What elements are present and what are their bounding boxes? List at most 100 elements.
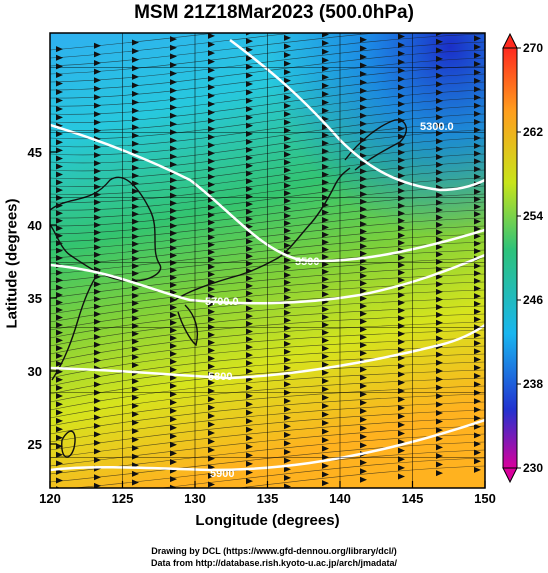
wind-arrow bbox=[208, 316, 215, 323]
wind-arrow bbox=[284, 220, 291, 227]
wind-arrow bbox=[284, 356, 291, 363]
wind-arrow bbox=[208, 324, 215, 331]
wind-arrow bbox=[436, 22, 443, 28]
wind-arrow bbox=[56, 277, 63, 284]
map-figure: 5300.0 5500 5700.0 5800 5900 120 125 130 135… bbox=[28, 22, 543, 506]
wind-arrow bbox=[474, 285, 481, 292]
wind-arrow bbox=[398, 354, 405, 361]
wind-arrow bbox=[94, 251, 101, 258]
streamline bbox=[50, 377, 485, 419]
wind-arrow bbox=[398, 165, 405, 172]
wind-arrow bbox=[474, 27, 481, 33]
wind-arrow bbox=[246, 216, 253, 223]
streamline bbox=[50, 233, 485, 275]
wind-arrow bbox=[284, 272, 291, 279]
wind-arrow bbox=[398, 299, 405, 306]
wind-arrow bbox=[132, 394, 139, 401]
wind-arrow bbox=[360, 287, 367, 294]
wind-arrow bbox=[322, 224, 329, 231]
wind-arrow bbox=[246, 162, 253, 169]
contour-label: 5500 bbox=[295, 256, 319, 268]
wind-arrow bbox=[208, 421, 215, 428]
wind-arrow bbox=[246, 469, 253, 476]
streamline bbox=[50, 329, 485, 371]
streamline bbox=[50, 97, 485, 140]
wind-arrow bbox=[56, 114, 63, 121]
wind-arrow bbox=[94, 221, 101, 228]
wind-arrow bbox=[360, 334, 367, 341]
wind-arrow bbox=[246, 290, 253, 297]
wind-arrow bbox=[284, 167, 291, 174]
wind-arrow bbox=[284, 197, 291, 204]
wind-arrow bbox=[246, 275, 253, 282]
wind-arrow bbox=[436, 273, 443, 280]
wind-arrow bbox=[436, 327, 443, 334]
wind-arrow bbox=[322, 163, 329, 170]
wind-arrow bbox=[474, 262, 481, 269]
wind-arrow bbox=[208, 92, 215, 99]
wind-arrow bbox=[208, 429, 215, 436]
wind-arrow bbox=[94, 176, 101, 183]
lat-lon-grid bbox=[50, 33, 485, 488]
wind-arrow bbox=[474, 277, 481, 284]
wind-arrow bbox=[208, 189, 215, 196]
wind-arrow bbox=[170, 192, 177, 199]
wind-arrow bbox=[170, 121, 177, 128]
wind-arrow bbox=[398, 42, 405, 49]
wind-arrow bbox=[360, 350, 367, 357]
wind-arrow bbox=[360, 433, 367, 440]
wind-arrow bbox=[170, 476, 177, 483]
wind-arrow bbox=[398, 262, 405, 269]
wind-arrow bbox=[398, 439, 405, 446]
streamline bbox=[50, 393, 485, 435]
wind-arrow bbox=[398, 225, 405, 232]
wind-arrow bbox=[132, 428, 139, 435]
wind-arrow bbox=[436, 214, 443, 221]
wind-arrow bbox=[436, 401, 443, 408]
wind-arrow bbox=[474, 94, 481, 101]
wind-arrow bbox=[284, 264, 291, 271]
wind-arrow bbox=[170, 424, 177, 431]
wind-arrow bbox=[170, 484, 177, 488]
wind-arrow bbox=[284, 294, 291, 301]
wind-arrow bbox=[94, 334, 101, 341]
wind-arrow bbox=[246, 313, 253, 320]
wind-arrow bbox=[436, 470, 443, 477]
wind-arrow bbox=[322, 124, 329, 131]
wind-arrow bbox=[208, 117, 215, 124]
wind-arrow bbox=[284, 348, 291, 355]
wind-arrow bbox=[322, 471, 329, 478]
credit-drawing: Drawing by DCL (https://www.gfd-dennou.o… bbox=[151, 546, 397, 556]
wind-arrow bbox=[322, 132, 329, 139]
wind-arrow bbox=[56, 451, 63, 458]
wind-arrow bbox=[398, 404, 405, 411]
wind-arrow bbox=[436, 106, 443, 113]
wind-arrow bbox=[284, 151, 291, 158]
wind-arrow bbox=[436, 221, 443, 228]
wind-arrow bbox=[284, 397, 291, 404]
wind-arrow bbox=[360, 272, 367, 279]
wind-arrow bbox=[398, 195, 405, 202]
wind-arrow bbox=[56, 147, 63, 154]
colorbar-tick-label: 262 bbox=[523, 125, 543, 139]
wind-arrow bbox=[246, 63, 253, 70]
wind-arrow bbox=[170, 416, 177, 423]
wind-arrow bbox=[94, 303, 101, 310]
wind-arrow bbox=[170, 112, 177, 119]
wind-arrow bbox=[246, 97, 253, 104]
wind-arrow bbox=[284, 381, 291, 388]
wind-arrow bbox=[474, 332, 481, 339]
wind-arrow bbox=[170, 304, 177, 311]
wind-arrow bbox=[170, 366, 177, 373]
wind-arrow bbox=[398, 125, 405, 132]
wind-arrow bbox=[360, 326, 367, 333]
wind-arrow bbox=[170, 335, 177, 342]
wind-arrow bbox=[246, 114, 253, 121]
wind-arrow bbox=[322, 171, 329, 178]
wind-arrow bbox=[132, 354, 139, 361]
wind-arrow bbox=[398, 363, 405, 370]
wind-arrow bbox=[132, 65, 139, 72]
wind-arrow bbox=[284, 423, 291, 430]
wind-arrow bbox=[474, 356, 481, 363]
wind-arrow bbox=[132, 285, 139, 292]
